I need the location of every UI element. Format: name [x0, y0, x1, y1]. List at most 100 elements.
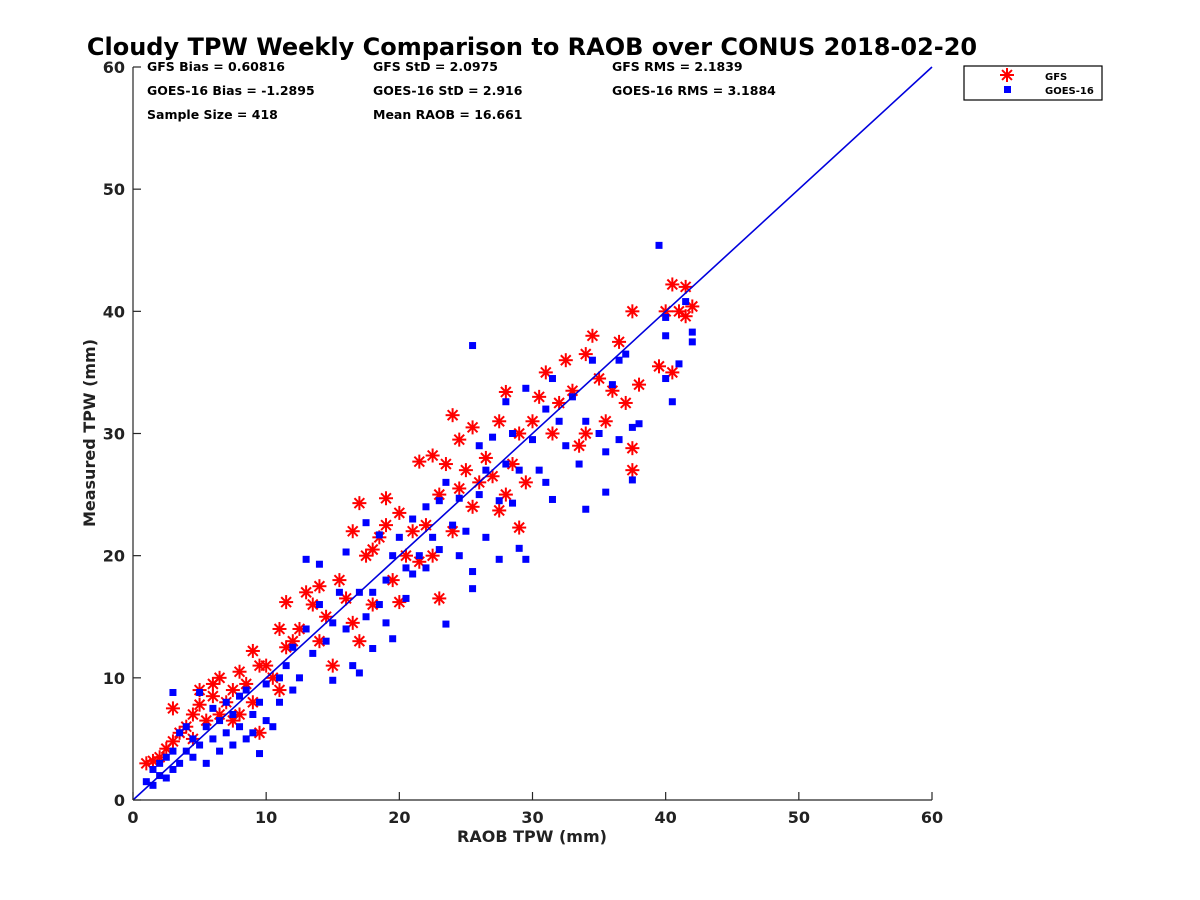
goes16-point	[455, 552, 463, 560]
gfs-point	[352, 634, 367, 649]
x-ticks: 0 10 20 30 40 50 60	[127, 792, 943, 827]
one-to-one-line	[132, 66, 933, 801]
stat-goes-std: GOES-16 StD = 2.916	[373, 83, 523, 98]
goes16-point	[628, 476, 636, 484]
goes16-point	[688, 338, 696, 346]
goes16-point	[475, 491, 483, 499]
goes16-point	[275, 674, 283, 682]
goes16-point	[369, 588, 377, 596]
x-tick-label: 10	[255, 808, 277, 827]
gfs-point	[379, 518, 394, 533]
goes16-point	[429, 533, 437, 541]
gfs-point	[458, 463, 473, 478]
gfs-point	[678, 309, 693, 324]
goes16-point	[529, 436, 536, 444]
goes16-point	[322, 637, 330, 645]
goes16-point	[209, 704, 217, 712]
goes16-point	[342, 625, 350, 633]
y-axis-label: Measured TPW (mm)	[80, 339, 99, 527]
legend-gfs-marker	[1000, 68, 1014, 82]
gfs-point	[618, 395, 633, 410]
gfs-point	[632, 377, 647, 392]
gfs-point	[558, 353, 573, 368]
goes16-point	[535, 466, 543, 474]
gfs-point	[205, 689, 220, 704]
gfs-point	[345, 615, 360, 630]
goes16-point	[329, 676, 337, 684]
goes16-point	[236, 723, 244, 731]
goes16-point	[362, 613, 370, 621]
goes16-point	[469, 342, 477, 350]
goes16-point	[402, 564, 410, 572]
goes16-point	[662, 313, 670, 321]
gfs-point	[671, 304, 686, 319]
gfs-point	[212, 670, 227, 685]
goes16-point	[615, 436, 623, 444]
goes16-point	[482, 466, 490, 474]
goes16-point	[602, 488, 610, 496]
goes16-point	[355, 669, 363, 677]
goes16-point	[169, 688, 177, 696]
goes16-point	[162, 774, 170, 782]
goes16-point	[189, 735, 197, 743]
goes16-point	[442, 620, 450, 628]
gfs-point	[259, 658, 274, 673]
goes16-point	[495, 555, 503, 563]
goes16-point	[668, 398, 676, 406]
goes16-point	[309, 649, 317, 657]
goes16-point	[169, 747, 177, 755]
y-tick-label: 0	[114, 791, 125, 810]
goes16-point	[442, 478, 450, 486]
goes16-point	[375, 531, 383, 539]
gfs-point	[299, 585, 314, 600]
gfs-point	[272, 683, 287, 698]
stat-gfs-rms: GFS RMS = 2.1839	[612, 59, 743, 74]
gfs-point	[438, 457, 453, 472]
gfs-point	[665, 365, 680, 380]
goes16-point	[315, 560, 323, 568]
goes16-point	[602, 448, 610, 456]
legend-box	[963, 65, 1103, 101]
goes16-point	[548, 375, 556, 383]
goes16-point	[335, 588, 343, 596]
chart-title: Cloudy TPW Weekly Comparison to RAOB ove…	[87, 33, 977, 61]
gfs-point	[572, 438, 587, 453]
goes16-point	[249, 710, 257, 718]
gfs-point	[245, 643, 260, 658]
goes16-point	[302, 555, 310, 563]
goes16-point	[256, 698, 264, 706]
stat-sample-size: Sample Size = 418	[147, 107, 278, 122]
goes16-point	[562, 442, 570, 450]
stat-mean-raob: Mean RAOB = 16.661	[373, 107, 522, 122]
gfs-point	[465, 499, 480, 514]
gfs-point	[518, 475, 533, 490]
goes16-point	[196, 688, 204, 696]
gfs-point	[545, 426, 560, 441]
goes16-point	[469, 585, 477, 593]
goes16-point	[662, 332, 670, 340]
goes16-point	[462, 527, 470, 535]
x-tick-label: 40	[655, 808, 677, 827]
goes16-point	[415, 552, 423, 560]
goes16-point	[455, 494, 463, 502]
gfs-point	[452, 481, 467, 496]
goes16-point	[635, 420, 643, 428]
goes16-point	[409, 515, 417, 523]
gfs-point	[398, 548, 413, 563]
stat-gfs-bias: GFS Bias = 0.60816	[147, 59, 285, 74]
goes16-point	[295, 674, 303, 682]
goes16-point	[435, 546, 443, 554]
gfs-point	[498, 384, 513, 399]
gfs-point	[598, 414, 613, 429]
goes16-point	[588, 356, 596, 364]
gfs-point	[552, 395, 567, 410]
gfs-point	[445, 408, 460, 423]
goes16-point	[289, 686, 297, 694]
y-tick-label: 60	[103, 58, 125, 77]
goes16-point	[282, 662, 290, 670]
gfs-point	[678, 279, 693, 294]
goes16-point	[522, 384, 530, 392]
gfs-point	[585, 328, 600, 343]
